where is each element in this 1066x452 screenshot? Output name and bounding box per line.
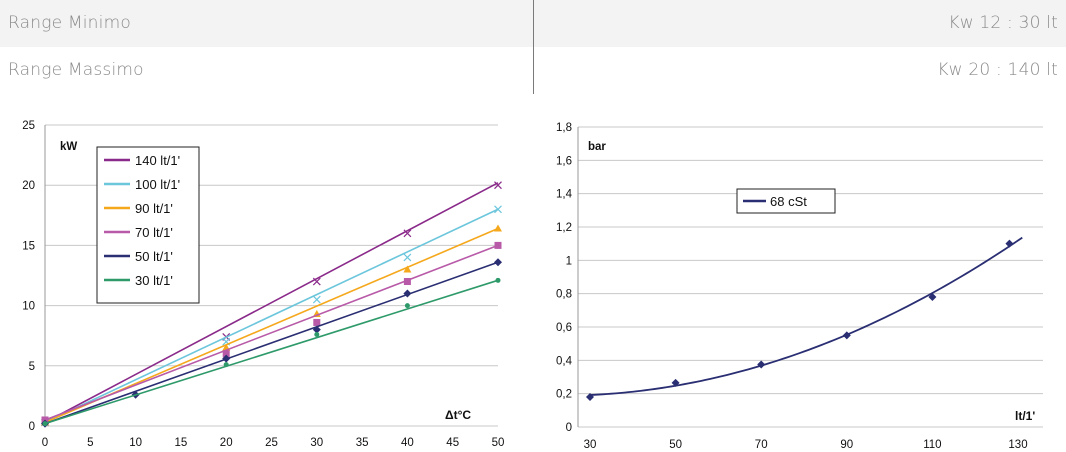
- legend-label: 68 cSt: [770, 194, 807, 209]
- legend-label: 70 lt/1': [135, 225, 173, 240]
- y-axis-label: kW: [60, 141, 77, 153]
- x-tick-label: 110: [923, 439, 941, 451]
- data-point: [223, 362, 229, 368]
- legend-label: 50 lt/1': [135, 249, 173, 264]
- y-tick-label: 0: [29, 421, 35, 433]
- y-tick-label: 1,4: [556, 189, 573, 201]
- data-point: [757, 360, 766, 369]
- data-point: [494, 224, 502, 232]
- x-axis-label: Δt°C: [445, 408, 471, 422]
- legend-box: [96, 146, 200, 304]
- y-tick-label: 25: [22, 120, 35, 132]
- data-point: [842, 331, 851, 340]
- column-divider: [533, 0, 534, 94]
- data-point: [313, 318, 321, 326]
- x-tick-label: 50: [669, 439, 682, 451]
- data-point: [494, 205, 502, 214]
- legend-item: 30 lt/1': [104, 273, 173, 288]
- legend-box: [736, 188, 836, 214]
- y-tick-label: 0,8: [556, 289, 572, 301]
- x-tick-label: 70: [755, 439, 768, 451]
- y-tick-label: 1,2: [556, 222, 572, 234]
- data-point: [1005, 239, 1014, 248]
- series-68-cst: [586, 236, 1023, 401]
- legend-label: 100 lt/1': [135, 177, 180, 192]
- y-tick-label: 0: [566, 422, 572, 434]
- spec-table: Range Minimo Kw 12 : 30 lt Range Massimo…: [0, 0, 1066, 94]
- x-tick-label: 50: [492, 437, 505, 449]
- legend-item: 70 lt/1': [104, 225, 173, 240]
- x-tick-label: 30: [310, 437, 323, 449]
- series-line: [44, 279, 499, 425]
- data-point: [403, 253, 412, 262]
- y-tick-label: 1,6: [556, 155, 572, 167]
- x-axis-label: lt/1': [1015, 409, 1035, 423]
- legend-label: 140 lt/1': [135, 153, 180, 168]
- spec-label: Range Minimo: [8, 13, 131, 33]
- data-point: [495, 277, 501, 283]
- data-point: [42, 421, 48, 427]
- power-chart: 0 5 10 15 20 25 0 5 10 15 20 25 30 35 40 45 50 kW Δt°C 140 …: [22, 120, 505, 449]
- series-line: [44, 261, 499, 425]
- x-tick-label: 40: [401, 437, 414, 449]
- data-point: [494, 241, 502, 249]
- spec-value: Kw 20 : 140 lt: [937, 60, 1058, 80]
- data-point: [312, 277, 321, 286]
- data-point: [403, 265, 412, 273]
- spec-label: Range Massimo: [8, 60, 144, 80]
- data-point: [314, 331, 320, 337]
- legend: 140 lt/1' 100 lt/1' 90 lt/1' 70 lt/1' 50 lt/…: [96, 146, 200, 304]
- x-tick-label: 90: [840, 439, 853, 451]
- series-line: [44, 182, 499, 424]
- data-point: [312, 325, 321, 334]
- x-tick-label: 15: [175, 437, 188, 449]
- x-tick-label: 20: [220, 437, 233, 449]
- series-line: [589, 236, 1023, 396]
- series-30-lt-1-: [42, 277, 501, 427]
- x-tick-label: 45: [446, 437, 459, 449]
- data-point: [222, 350, 230, 358]
- data-point: [671, 378, 680, 387]
- x-tick-label: 30: [584, 439, 597, 451]
- legend-item: 100 lt/1': [104, 177, 180, 192]
- data-point: [403, 229, 412, 238]
- data-point: [312, 295, 321, 304]
- series-line: [44, 244, 499, 421]
- legend-item: 140 lt/1': [104, 153, 180, 168]
- y-tick-label: 0,6: [556, 322, 572, 334]
- spec-value: Kw 12 : 30 lt: [948, 13, 1058, 33]
- x-tick-label: 5: [87, 437, 93, 449]
- data-point: [928, 293, 937, 301]
- data-point: [494, 181, 502, 190]
- series-50-lt-1-: [41, 258, 502, 428]
- data-point: [403, 278, 411, 286]
- legend-label: 30 lt/1': [135, 273, 173, 288]
- data-point: [222, 354, 231, 363]
- data-point: [586, 393, 594, 401]
- legend-item: 50 lt/1': [104, 249, 173, 264]
- legend-label: 90 lt/1': [135, 201, 173, 216]
- x-tick-label: 25: [265, 437, 278, 449]
- y-tick-label: 0,4: [556, 355, 573, 367]
- x-tick-label: 10: [129, 437, 142, 449]
- x-tick-label: 130: [1008, 439, 1027, 451]
- data-point: [403, 289, 412, 298]
- y-tick-label: 0,2: [556, 389, 572, 401]
- legend: 68 cSt: [736, 188, 836, 214]
- y-tick-label: 15: [22, 240, 35, 252]
- data-point: [404, 303, 410, 309]
- y-axis-label: bar: [588, 141, 606, 153]
- x-tick-label: 0: [42, 437, 48, 449]
- series-line: [44, 208, 499, 424]
- y-tick-label: 5: [29, 361, 35, 373]
- legend-item: 90 lt/1': [104, 201, 173, 216]
- y-tick-label: 20: [22, 180, 35, 192]
- y-tick-label: 10: [22, 301, 35, 313]
- y-tick-label: 1,8: [556, 122, 572, 134]
- x-tick-label: 35: [356, 437, 369, 449]
- data-point: [494, 258, 502, 267]
- y-tick-label: 1: [566, 255, 572, 267]
